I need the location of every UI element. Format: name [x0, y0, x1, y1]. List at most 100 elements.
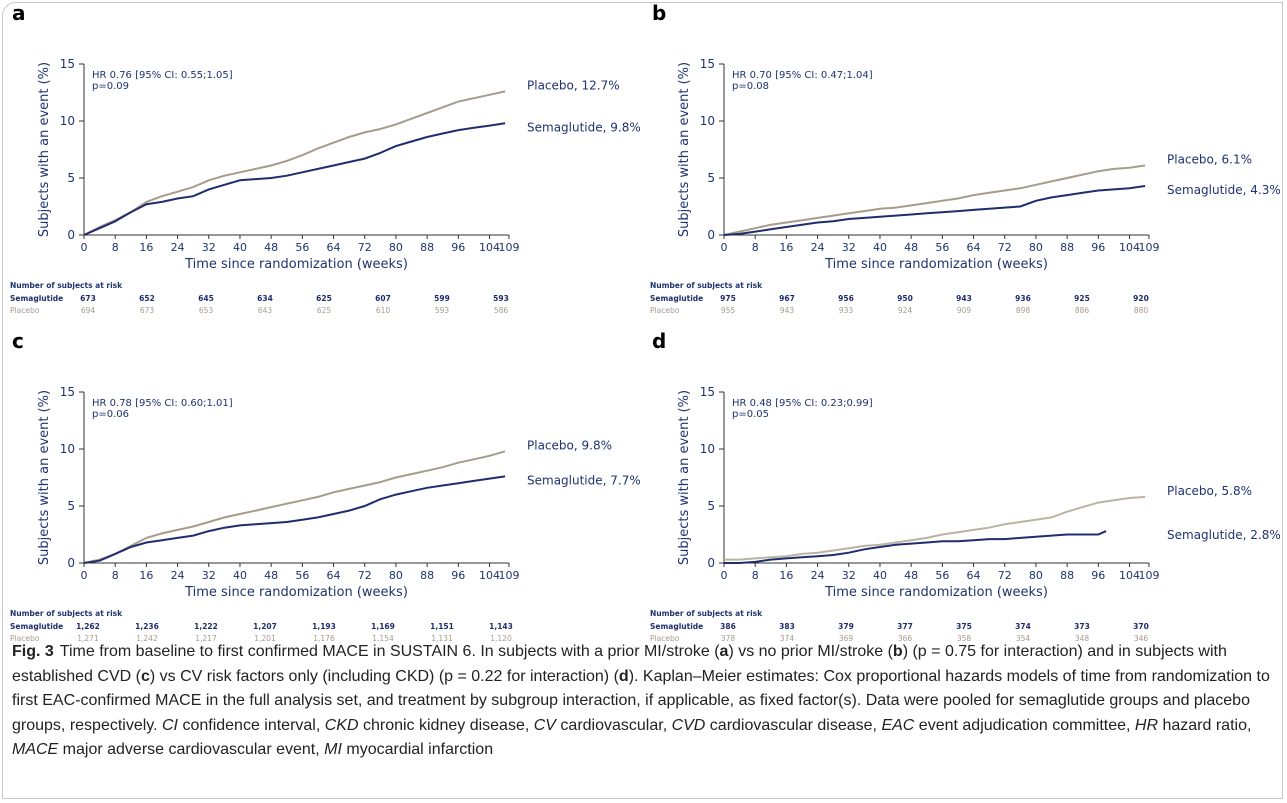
series-label: Placebo, 9.8%: [527, 438, 612, 452]
caption-text: myocardial infarction: [341, 741, 494, 758]
x-tick-label: 56: [935, 569, 949, 582]
annotation: p=0.08: [732, 81, 769, 92]
km-curve: [723, 164, 1146, 236]
caption-text: b: [892, 643, 903, 660]
risk-count: 943: [956, 294, 972, 303]
x-tick-label: 104: [1119, 569, 1140, 582]
y-tick-label: 5: [67, 171, 75, 185]
series-label: Semaglutide, 2.8%: [1167, 528, 1280, 542]
risk-count: 925: [1074, 294, 1090, 303]
risk-row-name: Placebo: [650, 306, 680, 315]
risk-count: 673: [140, 306, 155, 315]
x-axis-label: Time since randomization (weeks): [184, 585, 408, 600]
risk-count: 1,242: [136, 634, 158, 643]
y-tick-label: 0: [67, 556, 75, 570]
risk-count: 383: [779, 622, 795, 631]
y-tick-label: 10: [60, 442, 75, 456]
series-label: Placebo, 6.1%: [1167, 152, 1252, 166]
x-axis-label: Time since randomization (weeks): [184, 257, 408, 272]
caption-text: Fig. 3: [12, 643, 54, 660]
caption-text: major adverse cardiovascular event,: [58, 741, 325, 758]
x-tick-label: 109: [499, 569, 520, 582]
risk-count: 358: [957, 634, 972, 643]
risk-count: 1,193: [312, 622, 336, 631]
x-tick-label: 88: [420, 569, 434, 582]
caption-text: CKD: [324, 716, 359, 734]
y-tick-label: 15: [60, 57, 75, 71]
annotation: HR 0.70 [95% CI: 0.47;1.04]: [732, 70, 873, 81]
risk-row-name: Placebo: [650, 634, 680, 643]
risk-count: 377: [897, 622, 913, 631]
risk-count: 1,151: [430, 622, 454, 631]
x-axis-label: Time since randomization (weeks): [824, 257, 1048, 272]
annotation: HR 0.76 [95% CI: 0.55;1.05]: [92, 70, 233, 81]
x-tick-label: 0: [81, 241, 88, 254]
x-tick-label: 88: [1060, 241, 1074, 254]
risk-count: 586: [494, 306, 509, 315]
risk-count: 653: [199, 306, 214, 315]
x-tick-label: 48: [264, 241, 278, 254]
caption-text: cardiovascular disease,: [705, 716, 882, 734]
x-tick-label: 0: [721, 241, 728, 254]
x-tick-label: 72: [358, 241, 372, 254]
y-tick-label: 15: [700, 57, 715, 71]
y-tick-label: 15: [60, 385, 75, 399]
x-tick-label: 32: [202, 241, 216, 254]
y-tick-label: 10: [700, 442, 715, 456]
risk-row-name: Placebo: [10, 634, 40, 643]
series-label: Placebo, 5.8%: [1167, 484, 1252, 498]
risk-count: 374: [780, 634, 795, 643]
caption-text: ) vs no prior MI/stroke (: [728, 643, 893, 660]
risk-count: 652: [139, 294, 155, 303]
annotation: p=0.05: [732, 409, 769, 420]
risk-count: 933: [839, 306, 854, 315]
km-curve: [724, 530, 1107, 564]
km-curve: [724, 495, 1146, 561]
risk-count: 975: [720, 294, 736, 303]
caption-text: CI: [162, 716, 178, 734]
y-tick-label: 0: [67, 228, 75, 242]
risk-count: 1,169: [371, 622, 395, 631]
risk-count: 967: [779, 294, 795, 303]
annotation: p=0.06: [92, 409, 129, 420]
x-tick-label: 16: [139, 241, 153, 254]
x-tick-label: 56: [295, 569, 309, 582]
x-tick-label: 109: [1139, 241, 1160, 254]
x-tick-label: 16: [779, 569, 793, 582]
risk-count: 1,131: [431, 634, 453, 643]
risk-count: 943: [780, 306, 795, 315]
risk-count: 593: [435, 306, 450, 315]
y-tick-label: 5: [67, 499, 75, 513]
y-tick-label: 10: [60, 114, 75, 128]
panel-label: d: [652, 329, 666, 353]
caption-text: d: [618, 667, 629, 685]
risk-count: 369: [839, 634, 854, 643]
x-tick-label: 40: [233, 241, 247, 254]
x-tick-label: 88: [420, 241, 434, 254]
x-tick-label: 8: [752, 569, 759, 582]
x-tick-label: 56: [935, 241, 949, 254]
x-tick-label: 8: [752, 241, 759, 254]
x-tick-label: 48: [264, 569, 278, 582]
x-tick-label: 96: [1091, 569, 1105, 582]
x-tick-label: 104: [1119, 241, 1140, 254]
x-tick-label: 8: [112, 569, 119, 582]
caption-text: MI: [324, 741, 342, 758]
risk-count: 599: [434, 294, 450, 303]
risk-count: 1,222: [194, 622, 218, 631]
risk-count: 950: [897, 294, 913, 303]
km-curve: [723, 185, 1146, 236]
y-tick-label: 0: [707, 228, 715, 242]
risk-count: 607: [375, 294, 391, 303]
risk-count: 625: [316, 294, 332, 303]
x-tick-label: 16: [139, 569, 153, 582]
x-tick-label: 56: [295, 241, 309, 254]
risk-table-title: Number of subjects at risk: [10, 609, 123, 618]
y-tick-label: 15: [700, 385, 715, 399]
km-curve: [83, 122, 506, 236]
risk-count: 634: [257, 294, 273, 303]
risk-count: 375: [956, 622, 972, 631]
caption-text: c: [140, 667, 150, 685]
caption-text: confidence interval,: [178, 716, 325, 734]
x-tick-label: 32: [842, 241, 856, 254]
